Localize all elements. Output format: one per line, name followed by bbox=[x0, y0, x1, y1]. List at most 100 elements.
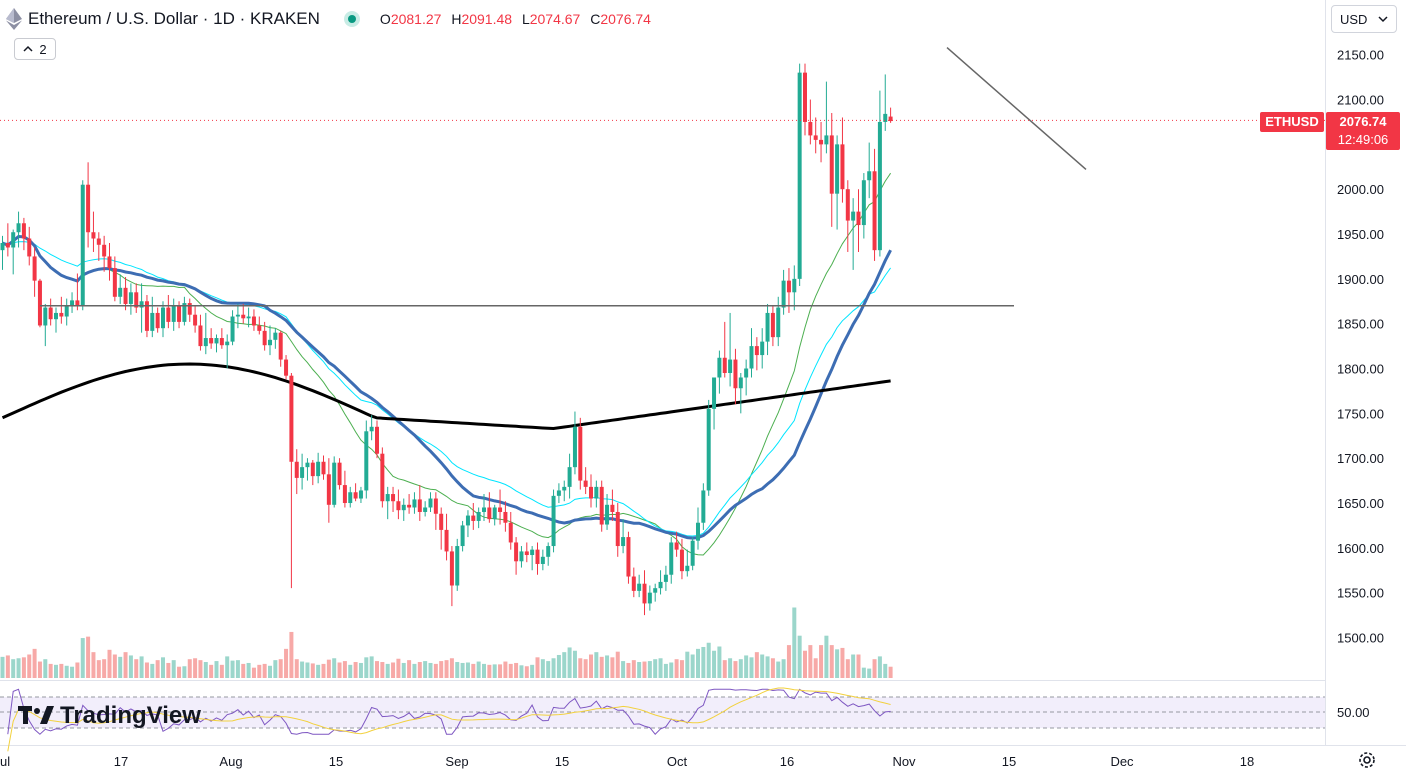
candle bbox=[11, 229, 16, 275]
price-axis[interactable]: 1500.00 1550.00 1600.00 1650.00 1700.00 1750.… bbox=[1337, 48, 1384, 646]
price-tick-label: 1800.00 bbox=[1337, 362, 1384, 377]
candle bbox=[514, 537, 519, 575]
candle bbox=[310, 459, 315, 486]
candle-body bbox=[535, 549, 540, 564]
candle-body bbox=[615, 511, 620, 547]
candle-body bbox=[177, 305, 182, 322]
candle bbox=[776, 296, 781, 347]
volume-bar bbox=[599, 656, 604, 678]
candle-body bbox=[118, 287, 123, 297]
volume-bar bbox=[594, 652, 599, 678]
candle bbox=[663, 565, 668, 591]
candle-body bbox=[241, 314, 246, 319]
candle bbox=[637, 574, 642, 598]
high-value: 2091.48 bbox=[461, 11, 513, 27]
candle bbox=[412, 492, 417, 514]
volume-bar bbox=[583, 659, 588, 678]
candle-body bbox=[813, 135, 818, 140]
volume-bar bbox=[444, 660, 449, 678]
ema-line bbox=[2, 241, 892, 537]
candle-body bbox=[877, 121, 882, 251]
candle bbox=[214, 334, 219, 353]
volume-bar bbox=[492, 664, 497, 678]
volume-bar bbox=[808, 645, 813, 678]
candle bbox=[342, 470, 347, 508]
time-tick-label: 17 bbox=[114, 754, 128, 769]
candle bbox=[139, 283, 144, 333]
pane-separator bbox=[0, 680, 1325, 681]
moving-average-lines bbox=[1, 172, 892, 556]
candle bbox=[54, 307, 58, 333]
volume-bar bbox=[273, 660, 278, 678]
candle bbox=[300, 453, 305, 490]
indicators-toggle-button[interactable]: 2 bbox=[14, 38, 56, 60]
price-tick-label: 2000.00 bbox=[1337, 182, 1384, 197]
candle-body bbox=[391, 494, 396, 502]
candle bbox=[851, 198, 856, 270]
volume-bar bbox=[765, 656, 770, 678]
volume-bar bbox=[375, 661, 379, 678]
market-status-icon[interactable] bbox=[343, 11, 360, 27]
candle bbox=[278, 330, 283, 367]
volume-bar bbox=[54, 664, 58, 678]
candle bbox=[578, 417, 583, 490]
candle-body bbox=[567, 467, 572, 487]
candle bbox=[701, 483, 706, 530]
ohlc-values: O2081.27 H2091.48 L2074.67 C2076.74 bbox=[380, 11, 657, 27]
drawing-tools[interactable] bbox=[0, 46, 1325, 307]
candle-body bbox=[471, 515, 476, 521]
candle bbox=[37, 278, 42, 328]
candle bbox=[64, 298, 69, 326]
volume-bar bbox=[482, 663, 486, 678]
candle bbox=[562, 480, 567, 502]
candle-body bbox=[209, 338, 214, 344]
tradingview-logo[interactable]: TradingView bbox=[18, 702, 201, 730]
candle bbox=[433, 492, 438, 530]
candle-body bbox=[556, 490, 561, 496]
candle-body bbox=[706, 408, 711, 491]
candle-body bbox=[16, 223, 21, 233]
time-axis[interactable]: ul 17 Aug 15 Sep 15 Oct 16 Nov 15 Dec 18 bbox=[0, 754, 1254, 769]
candle bbox=[59, 296, 64, 324]
volume-bar bbox=[337, 662, 342, 678]
candle-body bbox=[883, 113, 888, 122]
candle-body bbox=[851, 211, 856, 221]
candle bbox=[679, 538, 684, 580]
candle bbox=[551, 489, 556, 553]
volume-bar bbox=[546, 661, 551, 678]
volume-bar bbox=[840, 647, 845, 678]
candle-body bbox=[861, 180, 866, 226]
candle bbox=[257, 316, 262, 335]
volume-bar bbox=[621, 661, 626, 678]
currency-select[interactable]: USD bbox=[1331, 5, 1397, 33]
candle-body bbox=[669, 542, 674, 575]
settings-gear-icon[interactable] bbox=[1357, 750, 1377, 770]
candle bbox=[605, 494, 610, 530]
volume-bar bbox=[433, 663, 438, 678]
candle-body bbox=[776, 307, 781, 338]
candle-body bbox=[342, 485, 347, 504]
candle-body bbox=[663, 574, 668, 582]
candle bbox=[337, 458, 342, 490]
candle bbox=[754, 337, 759, 371]
candle-body bbox=[37, 280, 42, 326]
candle bbox=[808, 99, 813, 145]
volume-bar bbox=[877, 656, 882, 678]
candle-body bbox=[594, 486, 599, 499]
candle-body bbox=[278, 332, 283, 360]
candle bbox=[749, 328, 754, 378]
candle-body bbox=[150, 312, 155, 331]
candlestick-series bbox=[0, 63, 893, 616]
candle-body bbox=[696, 522, 700, 541]
candle bbox=[268, 325, 272, 356]
volume-bar bbox=[0, 656, 5, 678]
symbol-header[interactable]: Ethereum / U.S. Dollar · 1D · KRAKEN O20… bbox=[6, 8, 657, 30]
candle bbox=[391, 486, 396, 512]
candle bbox=[498, 489, 503, 525]
candle-body bbox=[27, 238, 32, 257]
candle-body bbox=[144, 301, 149, 331]
symbol-title[interactable]: Ethereum / U.S. Dollar · 1D · KRAKEN bbox=[28, 9, 320, 28]
candle-body bbox=[572, 426, 577, 468]
price-tick-label: 1750.00 bbox=[1337, 406, 1384, 421]
